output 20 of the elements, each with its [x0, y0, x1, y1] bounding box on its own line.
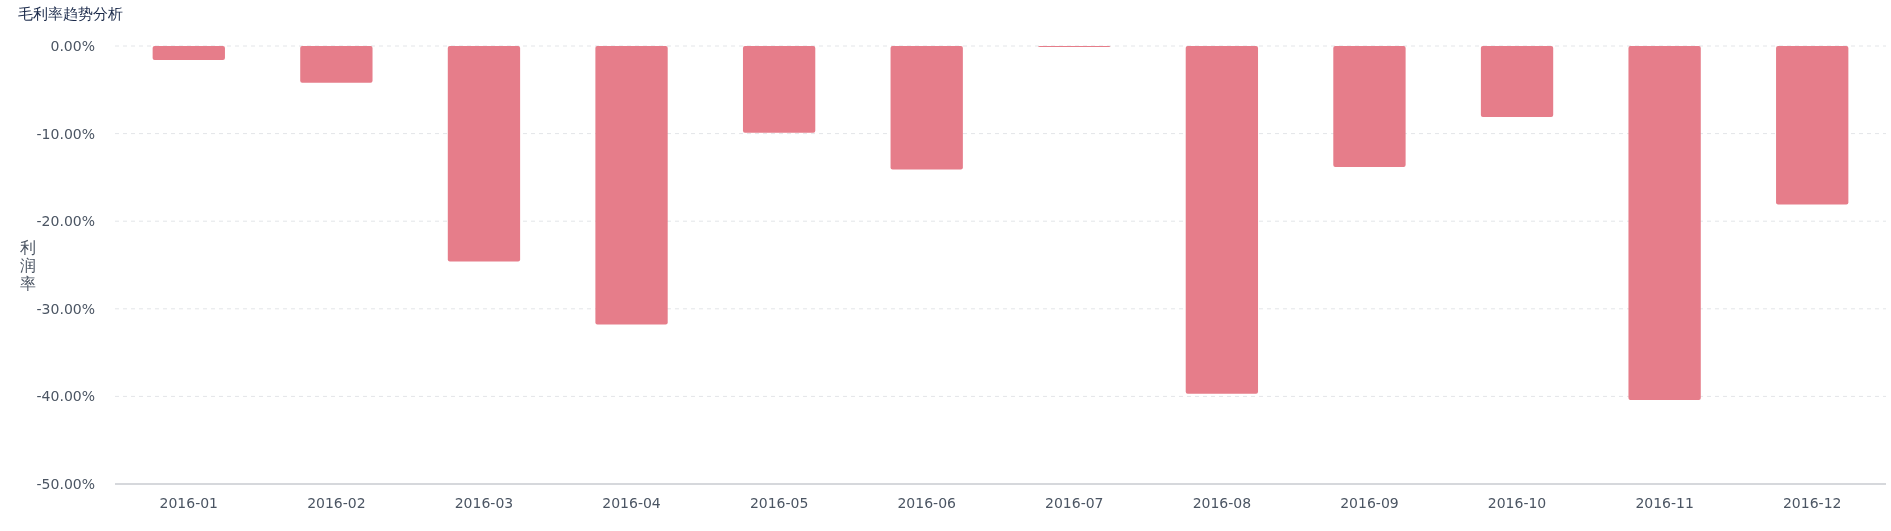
x-tick-label: 2016-11	[1635, 495, 1694, 511]
y-tick-label: -50.00%	[36, 476, 95, 492]
x-tick-label: 2016-05	[749, 495, 809, 511]
x-tick-label: 2016-10	[1487, 495, 1547, 511]
y-tick-label: -10.00%	[36, 125, 95, 142]
y-tick-label: 0.00%	[50, 38, 95, 54]
x-tick-label: 2016-04	[602, 495, 661, 511]
x-tick-label: 2016-01	[159, 495, 219, 511]
x-tick-label: 2016-03	[454, 495, 514, 511]
y-tick-label: -40.00%	[36, 388, 95, 405]
y-tick-label: -30.00%	[36, 300, 95, 317]
x-tick-label: 2016-12	[1782, 495, 1842, 511]
x-tick-label: 2016-06	[897, 495, 957, 511]
y-tick-label: -20.00%	[36, 213, 95, 230]
x-tick-label: 2016-09	[1340, 495, 1399, 511]
y-axis-title: 利润率	[20, 237, 36, 293]
x-tick-label: 2016-07	[1045, 495, 1104, 511]
chart-title: 毛利率趋势分析	[18, 5, 123, 23]
x-tick-label: 2016-08	[1192, 495, 1252, 511]
x-tick-label: 2016-02	[307, 495, 366, 511]
